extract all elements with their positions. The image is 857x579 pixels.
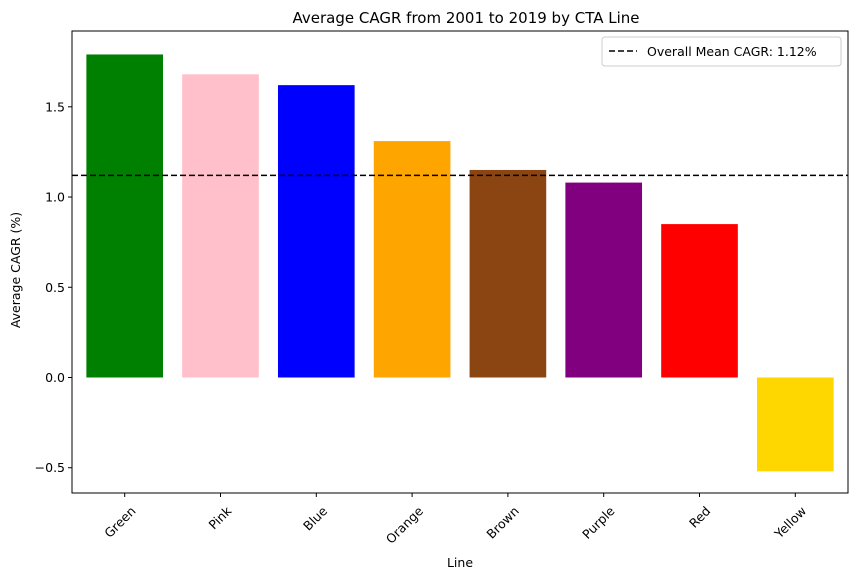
legend-box: [601, 36, 842, 67]
bar-purple: [565, 182, 643, 378]
x-tick-label-brown: Brown: [483, 503, 521, 541]
legend: Overall Mean CAGR: 1.12%: [601, 36, 842, 67]
x-tick-label-pink: Pink: [205, 503, 234, 532]
bar-pink: [182, 74, 259, 378]
y-tick-label: 0.0: [45, 370, 65, 385]
y-axis-label: Average CAGR (%): [8, 212, 23, 328]
x-axis-label: Line: [447, 555, 473, 570]
plot-frame: [71, 30, 849, 494]
x-tick-label-orange: Orange: [383, 503, 426, 546]
x-tick-label-blue: Blue: [300, 503, 330, 533]
x-tick-label-red: Red: [686, 503, 713, 530]
plot-area: [71, 30, 849, 494]
x-tick-label-purple: Purple: [579, 503, 618, 542]
bar-blue: [277, 85, 355, 378]
legend-label-mean-cagr: Overall Mean CAGR: 1.12%: [647, 44, 817, 59]
x-tick-label-yellow: Yellow: [771, 503, 810, 542]
x-tick-label-green: Green: [101, 503, 138, 540]
chart-title: Average CAGR from 2001 to 2019 by CTA Li…: [293, 9, 640, 27]
bar-green: [86, 54, 164, 378]
bar-brown: [469, 169, 547, 378]
bar-orange: [373, 141, 451, 378]
y-tick-label: 1.5: [45, 99, 65, 114]
x-axis: Green Pink Blue Orange Brown Purple Red Yellow: [101, 493, 809, 547]
y-axis: −0.5 0.0 0.5 1.0 1.5: [35, 99, 72, 475]
bar-yellow: [756, 377, 834, 472]
y-tick-label: 1.0: [45, 190, 65, 205]
y-tick-label: 0.5: [45, 280, 65, 295]
y-tick-label: −0.5: [35, 460, 65, 475]
bar-red: [661, 224, 738, 378]
